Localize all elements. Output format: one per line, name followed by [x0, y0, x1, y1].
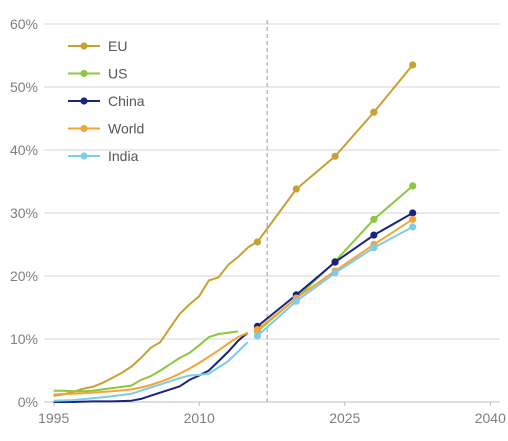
x-tick-label: 2040 — [475, 410, 506, 426]
series-line-historical — [53, 240, 258, 397]
data-point — [292, 185, 300, 193]
legend-swatch-marker — [80, 124, 88, 133]
series-eu — [53, 61, 417, 397]
series-line-historical — [53, 341, 249, 402]
y-tick-label: 20% — [10, 268, 38, 284]
legend-swatch-marker — [80, 42, 88, 50]
data-point — [370, 215, 378, 223]
legend-label: US — [108, 66, 127, 82]
x-tick-label: 2010 — [184, 410, 215, 426]
series — [53, 61, 417, 403]
data-point — [409, 61, 417, 69]
legend-item-india: India — [68, 148, 139, 164]
data-point — [331, 152, 339, 160]
series-line-historical — [53, 331, 249, 396]
y-tick-label: 0% — [18, 394, 38, 410]
series-us — [53, 182, 417, 393]
y-tick-label: 60% — [10, 16, 38, 32]
data-point — [331, 258, 339, 266]
y-tick-label: 50% — [10, 79, 38, 95]
axes: 0% 10% 20% 30% 40% 50% 60% 1995 2010 2025 2040 — [10, 16, 506, 426]
series-india — [53, 223, 417, 402]
data-point — [292, 297, 300, 305]
legend-item-us: US — [68, 66, 127, 82]
data-point — [409, 182, 417, 190]
legend-swatch-marker — [80, 97, 88, 105]
data-point — [253, 238, 262, 246]
y-tick-label: 10% — [10, 331, 38, 347]
series-line-historical — [53, 331, 249, 403]
data-point — [331, 269, 339, 277]
x-tick-label: 1995 — [38, 410, 69, 426]
series-china — [53, 209, 417, 403]
data-point — [409, 215, 417, 223]
legend-item-china: China — [68, 93, 145, 109]
series-line-projected — [256, 226, 414, 337]
data-point — [253, 325, 262, 334]
legend-label: EU — [108, 38, 127, 54]
legend-label: India — [108, 148, 139, 164]
data-point — [370, 231, 378, 239]
data-point — [409, 223, 417, 231]
series-line-historical — [53, 330, 239, 393]
data-point — [370, 108, 378, 116]
legend: EU US China World India — [68, 38, 145, 164]
x-tick-label: 2025 — [329, 410, 360, 426]
y-tick-label: 30% — [10, 205, 38, 221]
legend-swatch-marker — [80, 152, 88, 160]
grid — [44, 20, 500, 403]
y-tick-label: 40% — [10, 142, 38, 158]
legend-label: World — [108, 121, 144, 137]
data-point — [409, 209, 417, 217]
legend-item-world: World — [68, 121, 144, 137]
legend-item-eu: EU — [68, 38, 127, 54]
data-point — [370, 244, 378, 252]
data-point — [253, 332, 262, 340]
legend-label: China — [108, 93, 145, 109]
legend-swatch-marker — [80, 69, 88, 78]
